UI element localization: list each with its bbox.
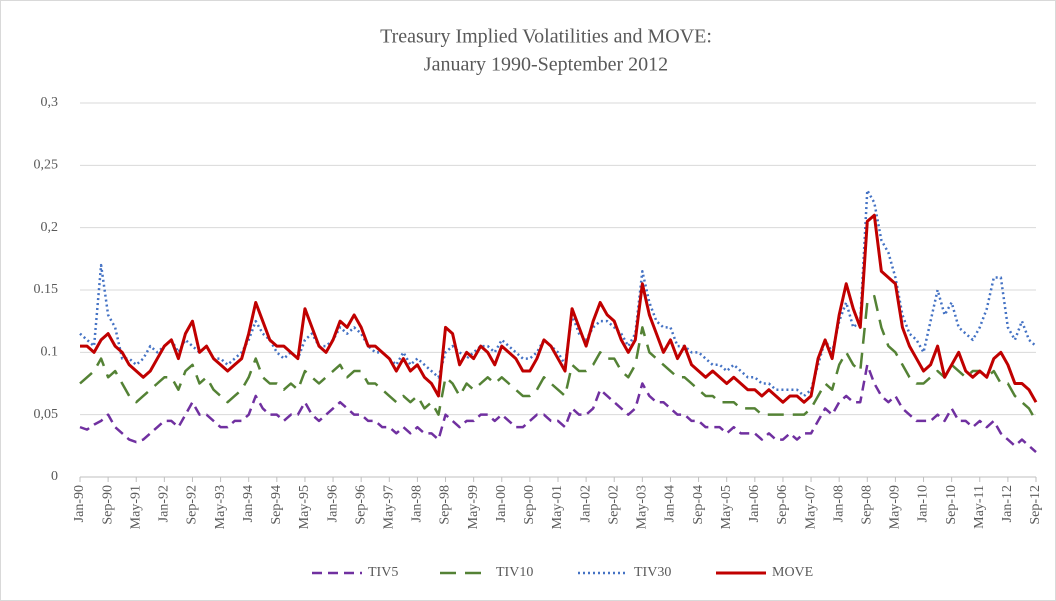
x-tick-label: Sep-92 [185, 485, 200, 525]
legend-label: MOVE [772, 565, 813, 580]
x-tick-label: Sep-06 [775, 485, 790, 525]
x-tick-label: May-09 [888, 485, 903, 529]
x-tick-label: Jan-08 [831, 485, 846, 522]
x-tick-label: May-99 [466, 485, 481, 529]
x-tick-label: May-11 [972, 485, 987, 529]
x-tick-label: May-91 [128, 485, 143, 529]
x-tick-label: Sep-00 [522, 485, 537, 525]
x-tick-label: Sep-10 [944, 485, 959, 525]
y-tick-label: 0,05 [34, 407, 59, 422]
y-tick-label: 0,25 [34, 158, 59, 173]
x-tick-label: Sep-02 [606, 485, 621, 525]
x-tick-label: May-01 [550, 485, 565, 529]
x-tick-label: Sep-94 [269, 485, 284, 525]
y-tick-label: 0,3 [41, 95, 59, 110]
x-tick-label: May-95 [297, 485, 312, 529]
x-tick-label: Jan-06 [747, 485, 762, 522]
x-tick-label: May-07 [803, 485, 818, 529]
x-tick-label: Jan-04 [663, 485, 678, 522]
legend-label: TIV30 [634, 565, 671, 580]
y-tick-label: 0.15 [34, 282, 59, 297]
x-tick-label: Sep-96 [353, 485, 368, 525]
series-line [79, 294, 1038, 422]
chart-title: Treasury Implied Volatilities and MOVE: [380, 26, 712, 48]
y-tick-label: 0,2 [41, 220, 59, 235]
x-tick-label: Jan-90 [72, 485, 87, 522]
legend-label: TIV5 [368, 565, 398, 580]
x-tick-label: Sep-08 [860, 485, 875, 525]
x-tick-label: Jan-96 [325, 485, 340, 522]
y-tick-label: 0 [51, 469, 58, 484]
chart-subtitle: January 1990-September 2012 [424, 54, 668, 76]
x-tick-label: Jan-10 [916, 485, 931, 522]
x-tick-label: Jan-94 [241, 485, 256, 522]
series-line [80, 213, 1038, 404]
x-tick-label: May-97 [382, 485, 397, 529]
legend-label: TIV10 [496, 565, 533, 580]
x-tick-label: Jan-12 [1000, 485, 1015, 522]
series-line [79, 189, 1037, 398]
x-tick-label: Jan-92 [157, 485, 172, 522]
x-tick-label: Jan-02 [578, 485, 593, 522]
x-tick-label: Sep-12 [1028, 485, 1043, 525]
x-tick-label: May-05 [719, 485, 734, 529]
x-tick-label: Jan-00 [494, 485, 509, 522]
series-line [79, 363, 1037, 454]
x-tick-label: Jan-98 [410, 485, 425, 522]
x-tick-label: May-93 [213, 485, 228, 529]
y-tick-label: 0.1 [41, 345, 59, 360]
x-tick-label: Sep-98 [438, 485, 453, 525]
x-tick-label: May-03 [635, 485, 650, 529]
x-tick-label: Sep-04 [691, 485, 706, 525]
x-tick-label: Sep-90 [100, 485, 115, 525]
